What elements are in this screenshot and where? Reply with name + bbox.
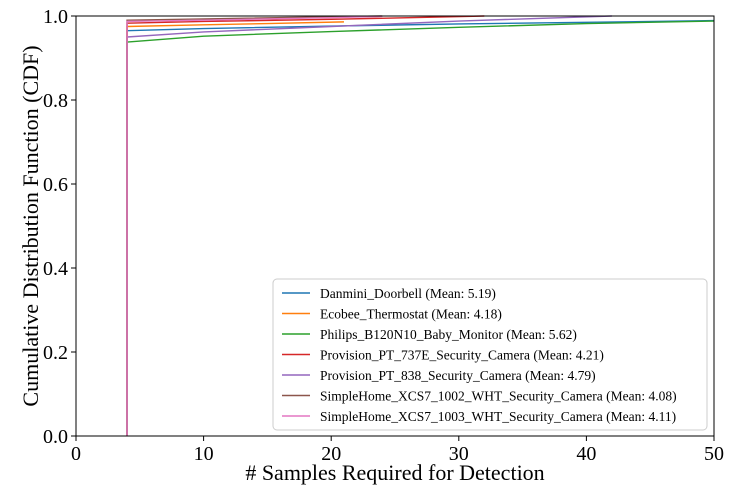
x-tick-label: 40 — [576, 443, 596, 465]
legend-label-philips-b120n10-baby-monitor: Philips_B120N10_Baby_Monitor (Mean: 5.62… — [320, 327, 577, 342]
x-tick-label: 20 — [321, 443, 341, 465]
y-axis-label: Cumulative Distribution Function (CDF) — [18, 45, 43, 406]
x-axis-ticks: 0 10 20 30 40 50 — [71, 436, 724, 465]
legend-entries: Danmini_Doorbell (Mean: 5.19) Ecobee_Ther… — [282, 286, 677, 424]
series-line-simplehome-xcs7-1003-wht-security-camera — [126, 15, 383, 436]
legend-label-provision-pt-737e-security-camera: Provision_PT_737E_Security_Camera (Mean:… — [320, 348, 604, 363]
x-axis-label: # Samples Required for Detection — [245, 460, 544, 485]
legend-label-danmini-doorbell: Danmini_Doorbell (Mean: 5.19) — [320, 286, 496, 301]
plot-frame — [75, 15, 715, 437]
y-tick-label: 0.0 — [43, 426, 68, 448]
x-tick-label: 30 — [449, 443, 469, 465]
legend-label-ecobee-thermostat: Ecobee_Thermostat (Mean: 4.18) — [320, 307, 502, 322]
y-tick-label: 0.6 — [43, 174, 68, 196]
legend-box — [272, 278, 708, 431]
x-tick-label: 10 — [194, 443, 214, 465]
y-tick-label: 0.2 — [43, 342, 68, 364]
legend-label-provision-pt-838-security-camera: Provision_PT_838_Security_Camera (Mean: … — [320, 368, 596, 383]
x-tick-label: 50 — [704, 443, 724, 465]
legend-label-simplehome-xcs7-1003-wht-security-camera: SimpleHome_XCS7_1003_WHT_Security_Camera… — [320, 409, 676, 424]
y-tick-label: 1.0 — [43, 6, 68, 28]
y-tick-label: 0.4 — [43, 258, 68, 280]
y-tick-label: 0.8 — [43, 90, 68, 112]
plot-lines — [126, 15, 715, 436]
legend: Danmini_Doorbell (Mean: 5.19) Ecobee_Ther… — [272, 278, 708, 431]
y-axis-ticks: 0.0 0.2 0.4 0.6 0.8 1.0 — [43, 6, 76, 448]
legend-label-simplehome-xcs7-1002-wht-security-camera: SimpleHome_XCS7_1002_WHT_Security_Camera… — [320, 389, 677, 404]
x-tick-label: 0 — [71, 443, 81, 465]
